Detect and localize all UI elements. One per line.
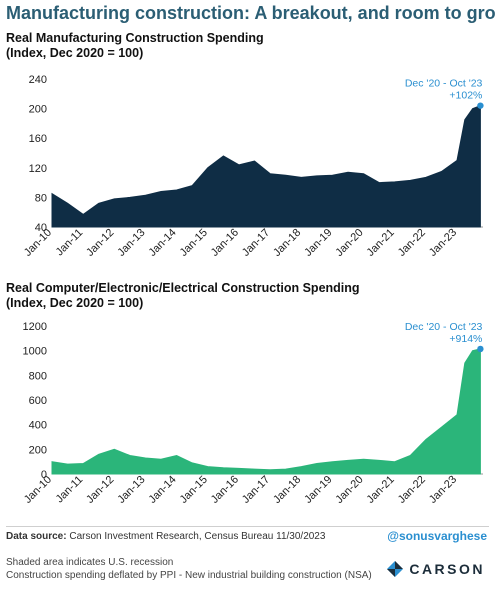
chart1-title-line1: Real Manufacturing Construction Spending <box>6 31 264 45</box>
chart1-annotation-period: Dec '20 - Oct '23 <box>405 78 483 90</box>
chart2-ytick-label: 800 <box>29 370 47 382</box>
twitter-handle: @sonusvarghese <box>387 529 487 543</box>
chart2-xtick-label: Jan-15 <box>178 474 210 506</box>
chart1-xtick-label: Jan-17 <box>240 227 272 259</box>
carson-logo-icon <box>387 561 404 577</box>
chart1-xtick-label: Jan-22 <box>396 227 428 259</box>
page-title: Manufacturing construction: A breakout, … <box>6 3 495 23</box>
chart1-ytick-label: 120 <box>29 163 47 175</box>
chart2-xtick-label: Jan-13 <box>115 474 147 506</box>
chart1-endpoint-marker <box>477 102 484 109</box>
chart2-xtick-label: Jan-23 <box>427 474 459 506</box>
chart2-xtick-label: Jan-22 <box>396 474 428 506</box>
chart2-xtick-label: Jan-20 <box>333 474 365 506</box>
chart2-ytick-label: 1200 <box>23 321 47 333</box>
chart1-series-area <box>51 104 481 228</box>
chart2-annotation-period: Dec '20 - Oct '23 <box>405 321 483 333</box>
data-source-label: Data source: <box>6 531 67 542</box>
chart2-ytick-label: 400 <box>29 420 47 432</box>
chart2-title-line2: (Index, Dec 2020 = 100) <box>6 296 144 310</box>
chart1-xtick-label: Jan-11 <box>54 227 86 259</box>
chart2-xtick-label: Jan-19 <box>302 474 334 506</box>
deflator-note: Construction spending deflated by PPI - … <box>6 570 372 581</box>
carson-logo-text: CARSON <box>409 561 485 577</box>
chart2-title: Real Computer/Electronic/Electrical Cons… <box>6 281 360 311</box>
chart2-ytick-label: 200 <box>29 444 47 456</box>
chart2-xtick-label: Jan-12 <box>84 474 116 506</box>
chart1-xtick-label: Jan-21 <box>365 227 397 259</box>
chart2-ytick-label: 600 <box>29 395 47 407</box>
chart1-xtick-label: Jan-12 <box>84 227 116 259</box>
chart1-xtick-label: Jan-16 <box>209 227 241 259</box>
chart1-annotation-change: +102% <box>449 90 482 102</box>
chart1-title-line2: (Index, Dec 2020 = 100) <box>6 46 144 60</box>
chart1-ytick-label: 240 <box>29 74 47 86</box>
chart1-xtick-label: Jan-20 <box>333 227 365 259</box>
data-source-text: Carson Investment Research, Census Burea… <box>69 531 326 542</box>
manufacturing-area-chart: 40 80 120 160 200 240 Dec '20 - Oct '23+102% Ja… <box>22 74 484 259</box>
chart1-xtick-label: Jan-13 <box>115 227 147 259</box>
chart2-ytick-label: 0 <box>41 469 47 481</box>
data-source: Data source: Carson Investment Research,… <box>6 531 325 542</box>
chart1-xtick-label: Jan-19 <box>302 227 334 259</box>
chart2-series-area <box>51 348 481 475</box>
chart2-endpoint-marker <box>477 345 484 353</box>
chart1-xtick-label: Jan-14 <box>146 227 178 259</box>
chart1-ytick-label: 80 <box>35 192 47 204</box>
chart2-xtick-label: Jan-10 <box>22 474 54 506</box>
chart2-xtick-label: Jan-21 <box>365 474 397 506</box>
carson-logo: CARSON <box>386 560 485 578</box>
chart2-xtick-label: Jan-17 <box>240 474 272 506</box>
chart1-title: Real Manufacturing Construction Spending… <box>6 31 264 61</box>
chart1-ytick-label: 160 <box>29 133 47 145</box>
chart1-xtick-label: Jan-18 <box>271 227 303 259</box>
chart2-ytick-label: 1000 <box>23 346 47 358</box>
chart1-xtick-label: Jan-15 <box>178 227 210 259</box>
chart2-xtick-label: Jan-14 <box>146 474 178 506</box>
computer-electronic-area-chart: 0 200 400 600 800 1000 1200 Dec '20 - Oct '23+9… <box>22 321 484 506</box>
chart2-xtick-label: Jan-16 <box>209 474 241 506</box>
chart1-ytick-label: 200 <box>29 104 47 116</box>
footer-divider <box>6 526 489 527</box>
chart1-xtick-label: Jan-23 <box>427 227 459 259</box>
chart2-title-line1: Real Computer/Electronic/Electrical Cons… <box>6 281 360 295</box>
chart2-xtick-label: Jan-18 <box>271 474 303 506</box>
chart2-annotation-change: +914% <box>449 333 482 345</box>
chart2-xtick-label: Jan-11 <box>54 474 86 506</box>
chart1-ytick-label: 40 <box>35 222 47 234</box>
recession-note: Shaded area indicates U.S. recession <box>6 557 174 568</box>
